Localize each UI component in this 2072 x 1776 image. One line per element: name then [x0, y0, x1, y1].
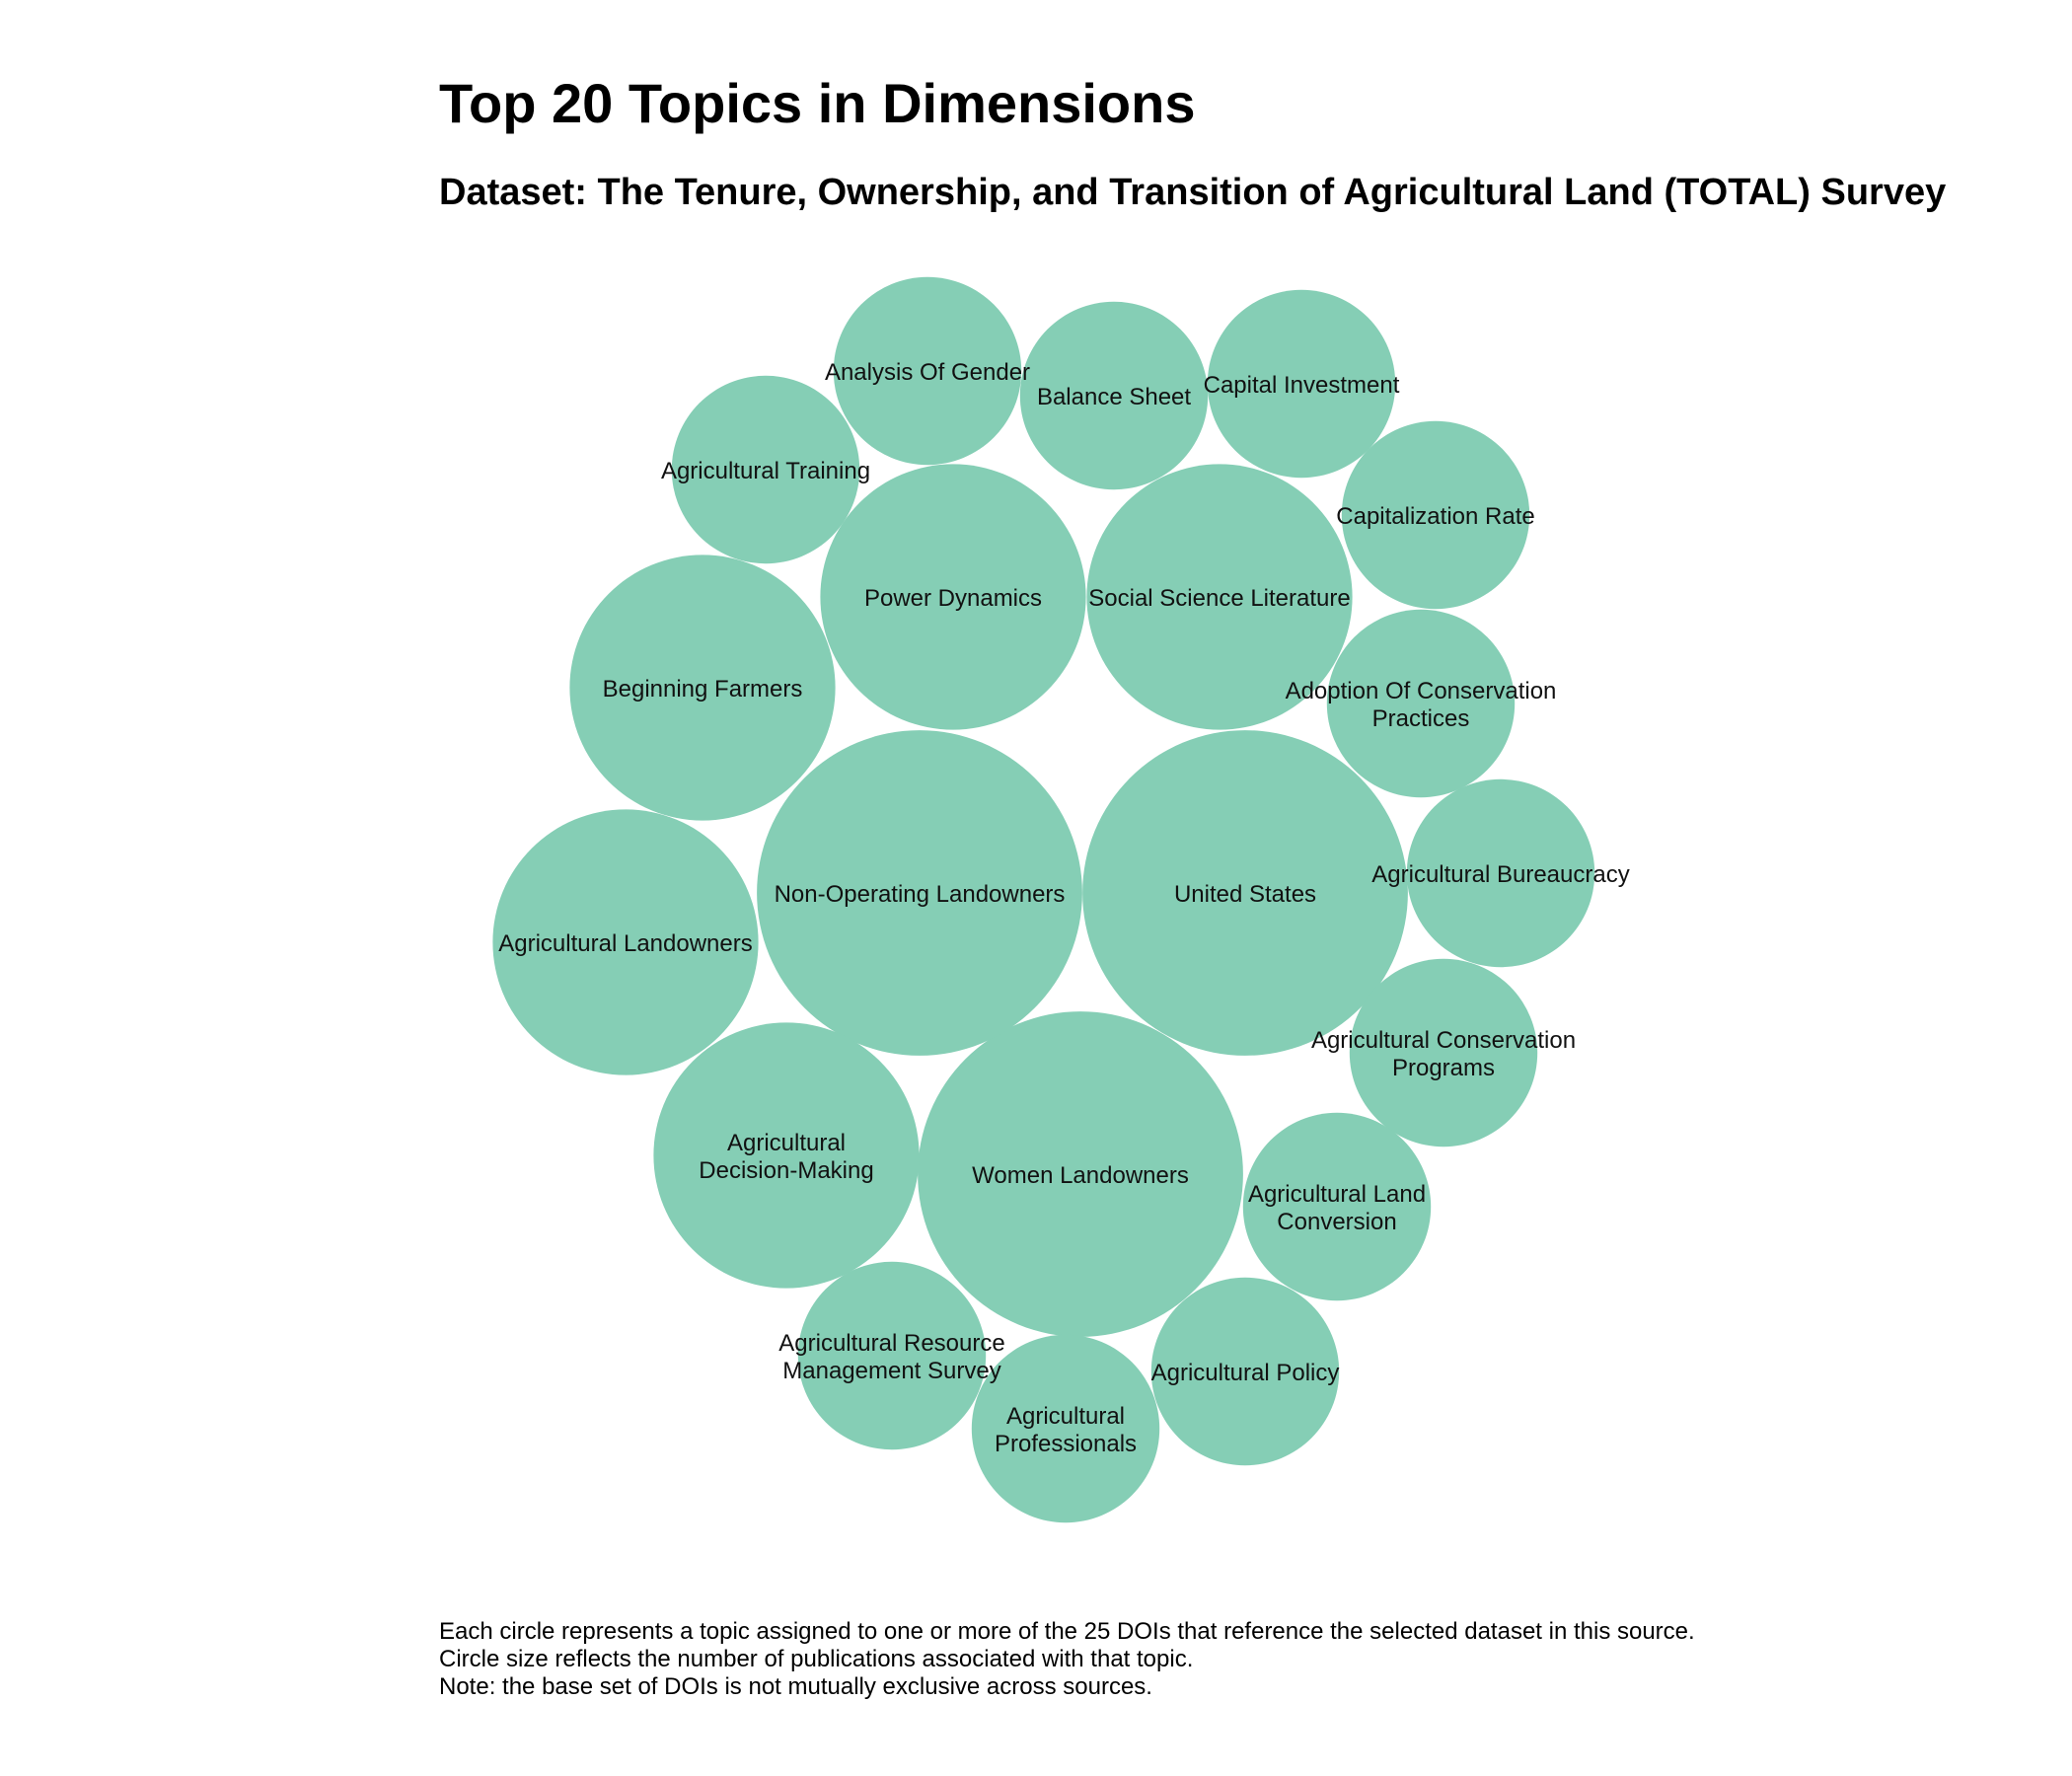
- bubble-label-line: Capital Investment: [1204, 372, 1400, 399]
- bubble-label-agricultural-training: Agricultural Training: [661, 458, 870, 484]
- bubble-label-balance-sheet: Balance Sheet: [1037, 384, 1191, 410]
- bubble-label-agricultural-resource-management-survey: Agricultural Resource Management Survey: [778, 1330, 1004, 1384]
- bubble-agricultural-bureaucracy: [1406, 778, 1595, 968]
- bubble-label-line: Agricultural: [1006, 1403, 1125, 1430]
- bubble-label-line: Practices: [1372, 705, 1470, 732]
- bubble-label-agricultural-policy: Agricultural Policy: [1151, 1360, 1340, 1386]
- bubble-label-line: Capitalization Rate: [1336, 503, 1534, 530]
- bubble-label-agricultural-conservation-programs: Agricultural Conservation Programs: [1311, 1027, 1576, 1081]
- bubble-united-states: [1082, 730, 1408, 1056]
- bubble-label-line: Social Science Literature: [1088, 585, 1350, 612]
- bubble-label-non-operating-landowners: Non-Operating Landowners: [775, 881, 1066, 908]
- bubble-label-agricultural-land-conversion: Agricultural Land Conversion: [1248, 1181, 1426, 1235]
- chart-notes: Each circle represents a topic assigned …: [439, 1618, 1695, 1701]
- chart-subtitle: Dataset: The Tenure, Ownership, and Tran…: [439, 172, 1947, 213]
- bubble-agricultural-resource-management-survey: [797, 1261, 987, 1450]
- bubble-women-landowners: [918, 1011, 1243, 1337]
- bubble-label-line: Agricultural Training: [661, 458, 870, 484]
- note-line-1: Each circle represents a topic assigned …: [439, 1618, 1695, 1645]
- bubble-label-agricultural-decision-making: Agricultural Decision-Making: [699, 1130, 873, 1184]
- bubble-agricultural-training: [671, 375, 860, 564]
- bubble-capital-investment: [1207, 289, 1396, 479]
- bubble-label-united-states: United States: [1174, 881, 1316, 908]
- bubble-label-line: Analysis Of Gender: [825, 359, 1030, 386]
- bubble-label-line: Adoption Of Conservation: [1286, 678, 1557, 704]
- bubble-beginning-farmers: [569, 555, 836, 821]
- bubble-label-line: Agricultural Bureaucracy: [1371, 861, 1629, 888]
- bubble-agricultural-decision-making: [653, 1022, 920, 1289]
- bubble-social-science-literature: [1086, 464, 1353, 730]
- bubble-label-line: United States: [1174, 881, 1316, 908]
- bubble-analysis-of-gender: [833, 276, 1022, 466]
- bubble-label-social-science-literature: Social Science Literature: [1088, 585, 1350, 612]
- bubble-label-agricultural-landowners: Agricultural Landowners: [498, 930, 752, 957]
- bubble-non-operating-landowners: [757, 730, 1082, 1056]
- bubble-label-line: Decision-Making: [699, 1157, 873, 1184]
- bubble-agricultural-professionals: [971, 1334, 1160, 1523]
- bubble-group: Women Landowners Non-Operating Landowners…: [492, 276, 1630, 1523]
- bubble-label-agricultural-bureaucracy: Agricultural Bureaucracy: [1371, 861, 1629, 888]
- bubble-label-capitalization-rate: Capitalization Rate: [1336, 503, 1534, 530]
- bubble-label-agricultural-professionals: Agricultural Professionals: [995, 1403, 1137, 1457]
- bubble-label-power-dynamics: Power Dynamics: [864, 585, 1042, 612]
- bubble-label-line: Beginning Farmers: [603, 676, 803, 703]
- bubble-label-line: Agricultural Land: [1248, 1181, 1426, 1208]
- bubble-label-line: Agricultural Resource: [778, 1330, 1004, 1357]
- bubble-label-line: Women Landowners: [972, 1162, 1189, 1189]
- bubble-label-adoption-of-conservation-practices: Adoption Of Conservation Practices: [1286, 678, 1557, 732]
- bubble-label-line: Agricultural Landowners: [498, 930, 752, 957]
- bubble-label-line: Professionals: [995, 1431, 1137, 1457]
- bubble-label-line: Agricultural Conservation: [1311, 1027, 1576, 1054]
- bubble-label-analysis-of-gender: Analysis Of Gender: [825, 359, 1030, 386]
- bubble-power-dynamics: [820, 464, 1086, 730]
- bubble-label-line: Power Dynamics: [864, 585, 1042, 612]
- bubble-agricultural-land-conversion: [1242, 1112, 1432, 1301]
- bubble-balance-sheet: [1019, 301, 1209, 490]
- bubble-label-women-landowners: Women Landowners: [972, 1162, 1189, 1189]
- bubble-label-line: Programs: [1392, 1055, 1495, 1081]
- bubble-label-line: Management Survey: [782, 1358, 1000, 1384]
- bubble-label-line: Agricultural: [727, 1130, 846, 1156]
- bubble-label-line: Balance Sheet: [1037, 384, 1191, 410]
- bubble-adoption-of-conservation-practices: [1326, 609, 1516, 798]
- bubble-agricultural-landowners: [492, 809, 759, 1075]
- bubble-label-beginning-farmers: Beginning Farmers: [603, 676, 803, 703]
- bubble-agricultural-policy: [1150, 1277, 1340, 1466]
- bubble-agricultural-conservation-programs: [1349, 958, 1538, 1147]
- note-line-2: Circle size reflects the number of publi…: [439, 1646, 1194, 1672]
- bubble-capitalization-rate: [1341, 420, 1530, 610]
- note-line-3: Note: the base set of DOIs is not mutual…: [439, 1673, 1152, 1700]
- bubble-label-line: Non-Operating Landowners: [775, 881, 1066, 908]
- chart-title: Top 20 Topics in Dimensions: [439, 72, 1196, 134]
- bubble-label-capital-investment: Capital Investment: [1204, 372, 1400, 399]
- bubble-label-line: Conversion: [1277, 1209, 1396, 1235]
- bubble-label-line: Agricultural Policy: [1151, 1360, 1340, 1386]
